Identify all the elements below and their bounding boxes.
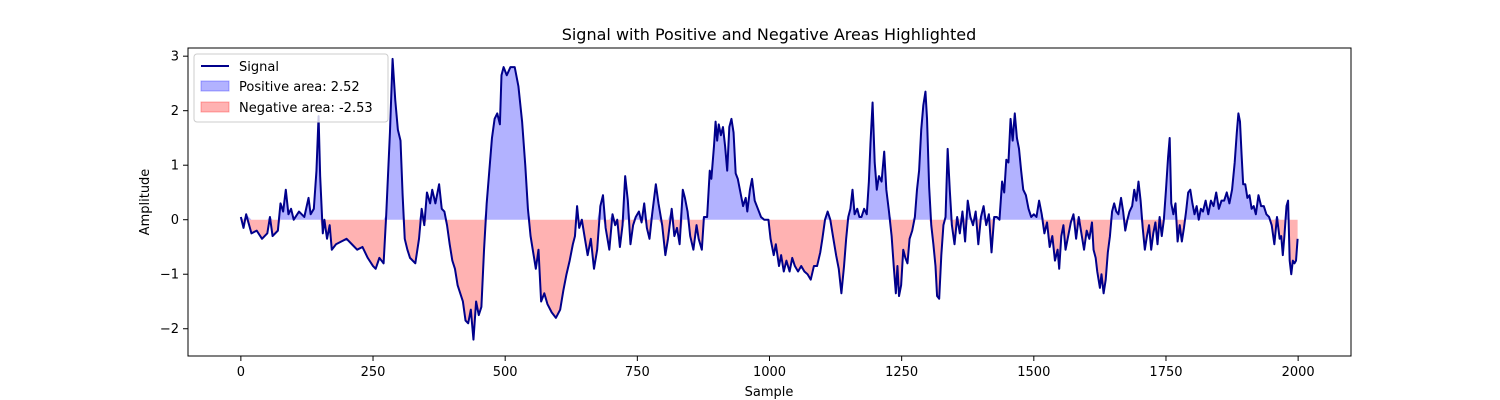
legend-signal-label: Signal xyxy=(239,60,279,75)
x-tick-label: 1000 xyxy=(753,365,786,380)
x-tick-label: 750 xyxy=(625,365,650,380)
y-axis: −2 −1 0 1 2 3 xyxy=(160,50,188,337)
y-tick-label: 2 xyxy=(171,104,179,119)
x-tick-label: 0 xyxy=(237,365,245,380)
x-tick-label: 1500 xyxy=(1017,365,1050,380)
x-axis-title: Sample xyxy=(745,385,794,400)
negative-area-fill xyxy=(240,219,1298,340)
x-axis: 0 250 500 750 1000 1250 1500 1750 2000 xyxy=(237,356,1315,380)
signal-line xyxy=(239,57,1299,341)
y-tick-label: −1 xyxy=(160,268,179,283)
x-tick-label: 1750 xyxy=(1149,365,1182,380)
legend-box xyxy=(193,53,389,123)
y-tick-label: −2 xyxy=(160,322,179,337)
legend: Signal Positive area: 2.52 Negative area… xyxy=(193,53,389,123)
legend-positive-swatch xyxy=(200,80,230,92)
area-fill-layer xyxy=(240,58,1298,340)
chart-title: Signal with Positive and Negative Areas … xyxy=(562,25,977,44)
x-tick-label: 2000 xyxy=(1282,365,1315,380)
legend-positive-label: Positive area: 2.52 xyxy=(239,80,360,95)
positive-area-fill xyxy=(240,58,1298,220)
y-axis-title: Amplitude xyxy=(138,169,153,236)
y-tick-label: 3 xyxy=(171,50,179,65)
y-tick-label: 1 xyxy=(171,159,179,174)
x-tick-label: 1250 xyxy=(885,365,918,380)
legend-negative-label: Negative area: -2.53 xyxy=(239,101,373,116)
y-tick-label: 0 xyxy=(171,213,179,228)
legend-negative-swatch xyxy=(200,101,230,113)
x-tick-label: 500 xyxy=(493,365,518,380)
x-tick-label: 250 xyxy=(361,365,386,380)
